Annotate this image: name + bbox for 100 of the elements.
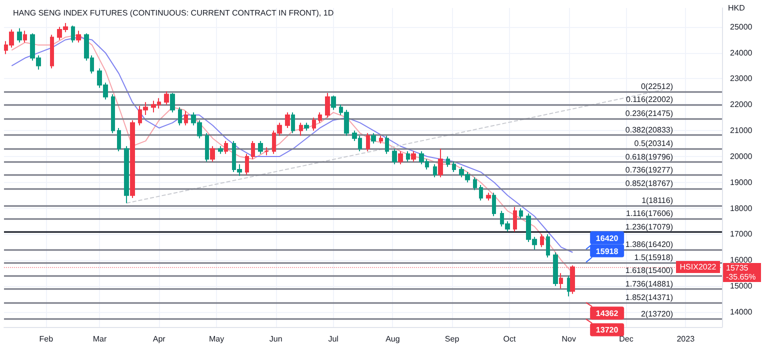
y-tick-label: 25000 (730, 22, 753, 32)
x-tick-label: Mar (92, 334, 107, 344)
candlestick (570, 264, 575, 294)
candlestick (438, 148, 443, 178)
y-tick-label: 15000 (730, 282, 753, 291)
candlestick (519, 208, 523, 220)
y-tick-label: 24000 (730, 48, 753, 58)
candlestick (486, 192, 491, 202)
candlestick (325, 92, 330, 118)
ref-line-label: 1.5(15918) (634, 252, 674, 262)
candlestick (130, 120, 135, 198)
ref-line-label: 0.736(19277) (625, 166, 674, 175)
ref-line-label: 0.852(18767) (625, 178, 674, 188)
candlestick (559, 272, 563, 290)
candlestick (71, 25, 75, 43)
candlestick (218, 146, 223, 154)
x-tick-label: Nov (562, 334, 576, 344)
candlestick (304, 122, 309, 132)
candlestick (385, 135, 389, 154)
x-tick-label: Sep (444, 334, 460, 344)
y-tick-label: 23000 (730, 74, 753, 84)
candlestick (258, 140, 263, 154)
x-tick-label: Apr (152, 334, 166, 344)
candlestick (285, 112, 290, 128)
candlestick (473, 176, 477, 191)
ref-line-label: 1.386(16420) (625, 240, 674, 249)
candlestick (23, 30, 27, 43)
ref-line-label: 0.382(20833) (625, 125, 674, 134)
candlestick (184, 110, 188, 126)
candlestick (17, 28, 22, 43)
candlestick (76, 30, 81, 43)
candlestick (492, 192, 496, 217)
candlestick (446, 156, 450, 168)
candlestick (50, 34, 54, 69)
candlestick (170, 92, 175, 113)
candlestick (371, 132, 376, 144)
candlestick (251, 140, 255, 160)
candlestick (540, 234, 544, 248)
candlestick (117, 127, 121, 152)
candlestick (245, 153, 249, 176)
ref-line-label: 0.236(21475) (625, 108, 674, 118)
candlestick (164, 90, 169, 106)
ref-line-label: 1.116(17606) (626, 209, 674, 218)
candlestick (406, 150, 410, 162)
y-tick-label: 17000 (730, 230, 753, 239)
y-tick-label: 16000 (730, 256, 753, 265)
candlestick (210, 146, 215, 162)
ref-line-label: 0(22512) (640, 82, 674, 91)
y-tick-label: 22000 (730, 100, 753, 110)
candlestick (379, 135, 383, 144)
ref-line-label: 0.618(19796) (625, 152, 674, 162)
candlestick (331, 95, 336, 110)
chart-title: HANG SENG INDEX FUTURES (CONTINUOUS: CURRENT CONTRACT IN FRONT), 1D (13, 8, 334, 18)
y-tick-label: 14000 (730, 307, 753, 316)
candlestick (264, 146, 269, 156)
text: -35.65% (726, 272, 756, 282)
x-tick-label: Oct (503, 334, 516, 344)
candlestick (479, 184, 483, 202)
annotation: 14362 (596, 309, 619, 318)
x-tick-label: Dec (619, 334, 634, 344)
candlestick (411, 150, 416, 162)
y-tick-label: 21000 (730, 126, 753, 136)
candlestick (178, 106, 182, 126)
x-tick-label: May (208, 334, 224, 344)
candlestick (312, 117, 316, 132)
y-tick-label: 18000 (730, 204, 753, 213)
candlestick (433, 164, 437, 178)
candlestick (513, 206, 517, 232)
y-tick-label: 19000 (730, 178, 753, 187)
candlestick (398, 150, 403, 165)
ref-line-label: 1.852(14371) (625, 292, 674, 302)
x-tick-label: 2023 (676, 334, 696, 344)
x-tick-label: Jul (328, 334, 339, 344)
candlestick (318, 112, 322, 124)
candlestick (553, 252, 558, 287)
ref-line-label: 0.5(20314) (634, 138, 674, 148)
candlestick (111, 94, 115, 134)
candlestick (205, 132, 209, 162)
candlestick (392, 148, 397, 165)
y-axis-title: HKD (728, 4, 746, 12)
x-tick-label: Aug (386, 334, 400, 344)
x-tick-label: Jun (269, 334, 282, 344)
candlestick (124, 146, 129, 204)
candlestick (546, 234, 550, 258)
ref-line-label: 1.618(15400) (625, 266, 674, 276)
candlestick (366, 132, 370, 152)
ref-line-label: 1(18116) (642, 196, 674, 205)
ref-line-label: 1.736(14881) (625, 280, 674, 289)
candlestick (224, 140, 228, 154)
candlestick (452, 161, 456, 173)
text: 15735 (726, 264, 749, 273)
annotation: 16420 (596, 234, 619, 243)
annotation: 15918 (596, 246, 619, 256)
x-tick-label: Feb (39, 334, 54, 344)
y-tick-label: 20000 (730, 152, 753, 161)
candlestick (291, 112, 295, 134)
ref-line-label: 0.116(22002) (626, 95, 674, 104)
annotation: 13720 (596, 326, 619, 335)
annotation: HSIX2022 (680, 262, 717, 272)
ref-line-label: 1.236(17079) (625, 222, 674, 232)
